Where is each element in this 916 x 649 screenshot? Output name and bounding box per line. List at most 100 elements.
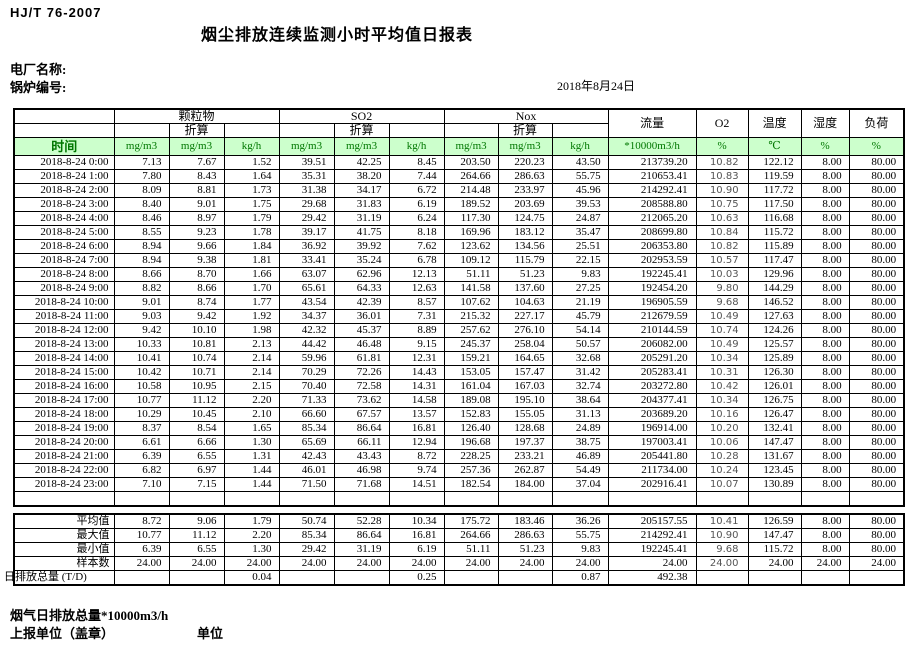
table-row: 2018-8-24 5:00 8.55 9.23 1.78 39.17 41.75 8.18… — [13, 225, 905, 240]
value-cell: 8.00 — [800, 197, 850, 212]
value-cell: 130.89 — [747, 477, 802, 492]
value-cell: 8.89 — [388, 323, 445, 338]
value-cell: 67.57 — [333, 407, 390, 422]
summary-value-cell: 24.00 — [388, 556, 445, 571]
summary-value-cell: 24.00 — [695, 556, 749, 571]
value-cell: 1.66 — [223, 267, 280, 282]
summary-label: 日排放总量 (T/D) — [4, 570, 115, 586]
value-cell: 1.84 — [223, 239, 280, 254]
value-cell: 115.79 — [497, 253, 553, 268]
value-cell: 258.04 — [497, 337, 553, 352]
time-cell: 2018-8-24 8:00 — [13, 267, 115, 282]
value-cell: 9.38 — [168, 253, 225, 268]
value-cell: 159.21 — [443, 351, 499, 366]
blank-cell — [333, 491, 390, 507]
value-cell: 50.57 — [551, 337, 609, 352]
summary-value-cell: 6.19 — [388, 542, 445, 557]
value-cell: 124.26 — [747, 323, 802, 338]
summary-value-cell: 55.75 — [551, 528, 609, 543]
summary-value-cell — [695, 570, 749, 586]
value-cell: 182.54 — [443, 477, 499, 492]
summary-value-cell: 51.23 — [497, 542, 553, 557]
value-cell: 184.00 — [497, 477, 553, 492]
value-cell: 80.00 — [848, 253, 905, 268]
plant-name-label: 电厂名称: — [10, 62, 67, 77]
summary-value-cell: 10.90 — [695, 528, 749, 543]
value-cell: 131.67 — [747, 449, 802, 464]
summary-label: 平均值 — [13, 513, 115, 529]
summary-value-cell: 50.74 — [278, 513, 335, 529]
table-row: 2018-8-24 4:00 8.46 8.97 1.79 29.42 31.19 6.24… — [13, 211, 905, 226]
value-cell: 45.37 — [333, 323, 390, 338]
time-cell: 2018-8-24 1:00 — [13, 169, 115, 184]
blank-cell — [497, 491, 553, 507]
value-cell: 215.32 — [443, 309, 499, 324]
value-cell: 109.12 — [443, 253, 499, 268]
summary-value-cell: 31.19 — [333, 542, 390, 557]
table-row: 2018-8-24 23:00 7.10 7.15 1.44 71.50 71.68 14.… — [13, 477, 905, 492]
value-cell: 134.56 — [497, 239, 553, 254]
value-cell: 10.10 — [168, 323, 225, 338]
value-cell: 1.44 — [223, 463, 280, 478]
value-cell: 10.24 — [695, 463, 749, 478]
value-cell: 6.24 — [388, 211, 445, 226]
value-cell: 10.49 — [695, 337, 749, 352]
value-cell: 43.50 — [551, 155, 609, 170]
value-cell: 12.63 — [388, 281, 445, 296]
blank-cell — [223, 491, 280, 507]
value-cell: 31.83 — [333, 197, 390, 212]
summary-value-cell: 24.00 — [443, 556, 499, 571]
summary-value-cell: 6.55 — [168, 542, 225, 557]
value-cell: 233.97 — [497, 183, 553, 198]
value-cell: 195.10 — [497, 393, 553, 408]
time-cell: 2018-8-24 15:00 — [13, 365, 115, 380]
summary-value-cell: 24.00 — [223, 556, 280, 571]
unit-label: kg/h — [551, 137, 609, 156]
summary-value-cell: 175.72 — [443, 513, 499, 529]
time-cell: 2018-8-24 6:00 — [13, 239, 115, 254]
value-cell: 42.39 — [333, 295, 390, 310]
summary-value-cell: 10.77 — [113, 528, 170, 543]
value-cell: 8.66 — [168, 281, 225, 296]
value-cell: 6.39 — [113, 449, 170, 464]
value-cell: 8.18 — [388, 225, 445, 240]
time-cell: 2018-8-24 0:00 — [13, 155, 115, 170]
unit-label: mg/m3 — [333, 137, 390, 156]
value-cell: 42.25 — [333, 155, 390, 170]
blank-cell — [388, 491, 445, 507]
time-cell: 2018-8-24 21:00 — [13, 449, 115, 464]
value-cell: 24.87 — [551, 211, 609, 226]
value-cell: 210144.59 — [607, 323, 697, 338]
value-cell: 8.00 — [800, 169, 850, 184]
value-cell: 10.16 — [695, 407, 749, 422]
time-cell: 2018-8-24 7:00 — [13, 253, 115, 268]
value-cell: 70.29 — [278, 365, 335, 380]
summary-label: 最大值 — [13, 528, 115, 543]
value-cell: 63.07 — [278, 267, 335, 282]
value-cell: 276.10 — [497, 323, 553, 338]
value-cell: 10.83 — [695, 169, 749, 184]
value-cell: 80.00 — [848, 323, 905, 338]
value-cell: 6.19 — [388, 197, 445, 212]
value-cell: 38.75 — [551, 435, 609, 450]
value-cell: 80.00 — [848, 337, 905, 352]
value-cell: 41.75 — [333, 225, 390, 240]
summary-value-cell: 147.47 — [747, 528, 802, 543]
value-cell: 38.20 — [333, 169, 390, 184]
value-cell: 39.17 — [278, 225, 335, 240]
summary-row: 平均值 8.72 9.06 1.79 50.74 52.28 10.34 175.72 183.… — [13, 513, 905, 529]
value-cell: 129.96 — [747, 267, 802, 282]
table-row: 2018-8-24 2:00 8.09 8.81 1.73 31.38 34.17 6.72… — [13, 183, 905, 198]
value-cell: 126.40 — [443, 421, 499, 436]
summary-value-cell: 85.34 — [278, 528, 335, 543]
value-cell: 8.70 — [168, 267, 225, 282]
summary-value-cell: 24.00 — [848, 556, 905, 571]
value-cell: 2.20 — [223, 393, 280, 408]
value-cell: 119.59 — [747, 169, 802, 184]
value-cell: 9.80 — [695, 281, 749, 296]
value-cell: 1.73 — [223, 183, 280, 198]
summary-value-cell: 24.00 — [113, 556, 170, 571]
value-cell: 10.41 — [113, 351, 170, 366]
value-cell: 7.80 — [113, 169, 170, 184]
value-cell: 7.44 — [388, 169, 445, 184]
